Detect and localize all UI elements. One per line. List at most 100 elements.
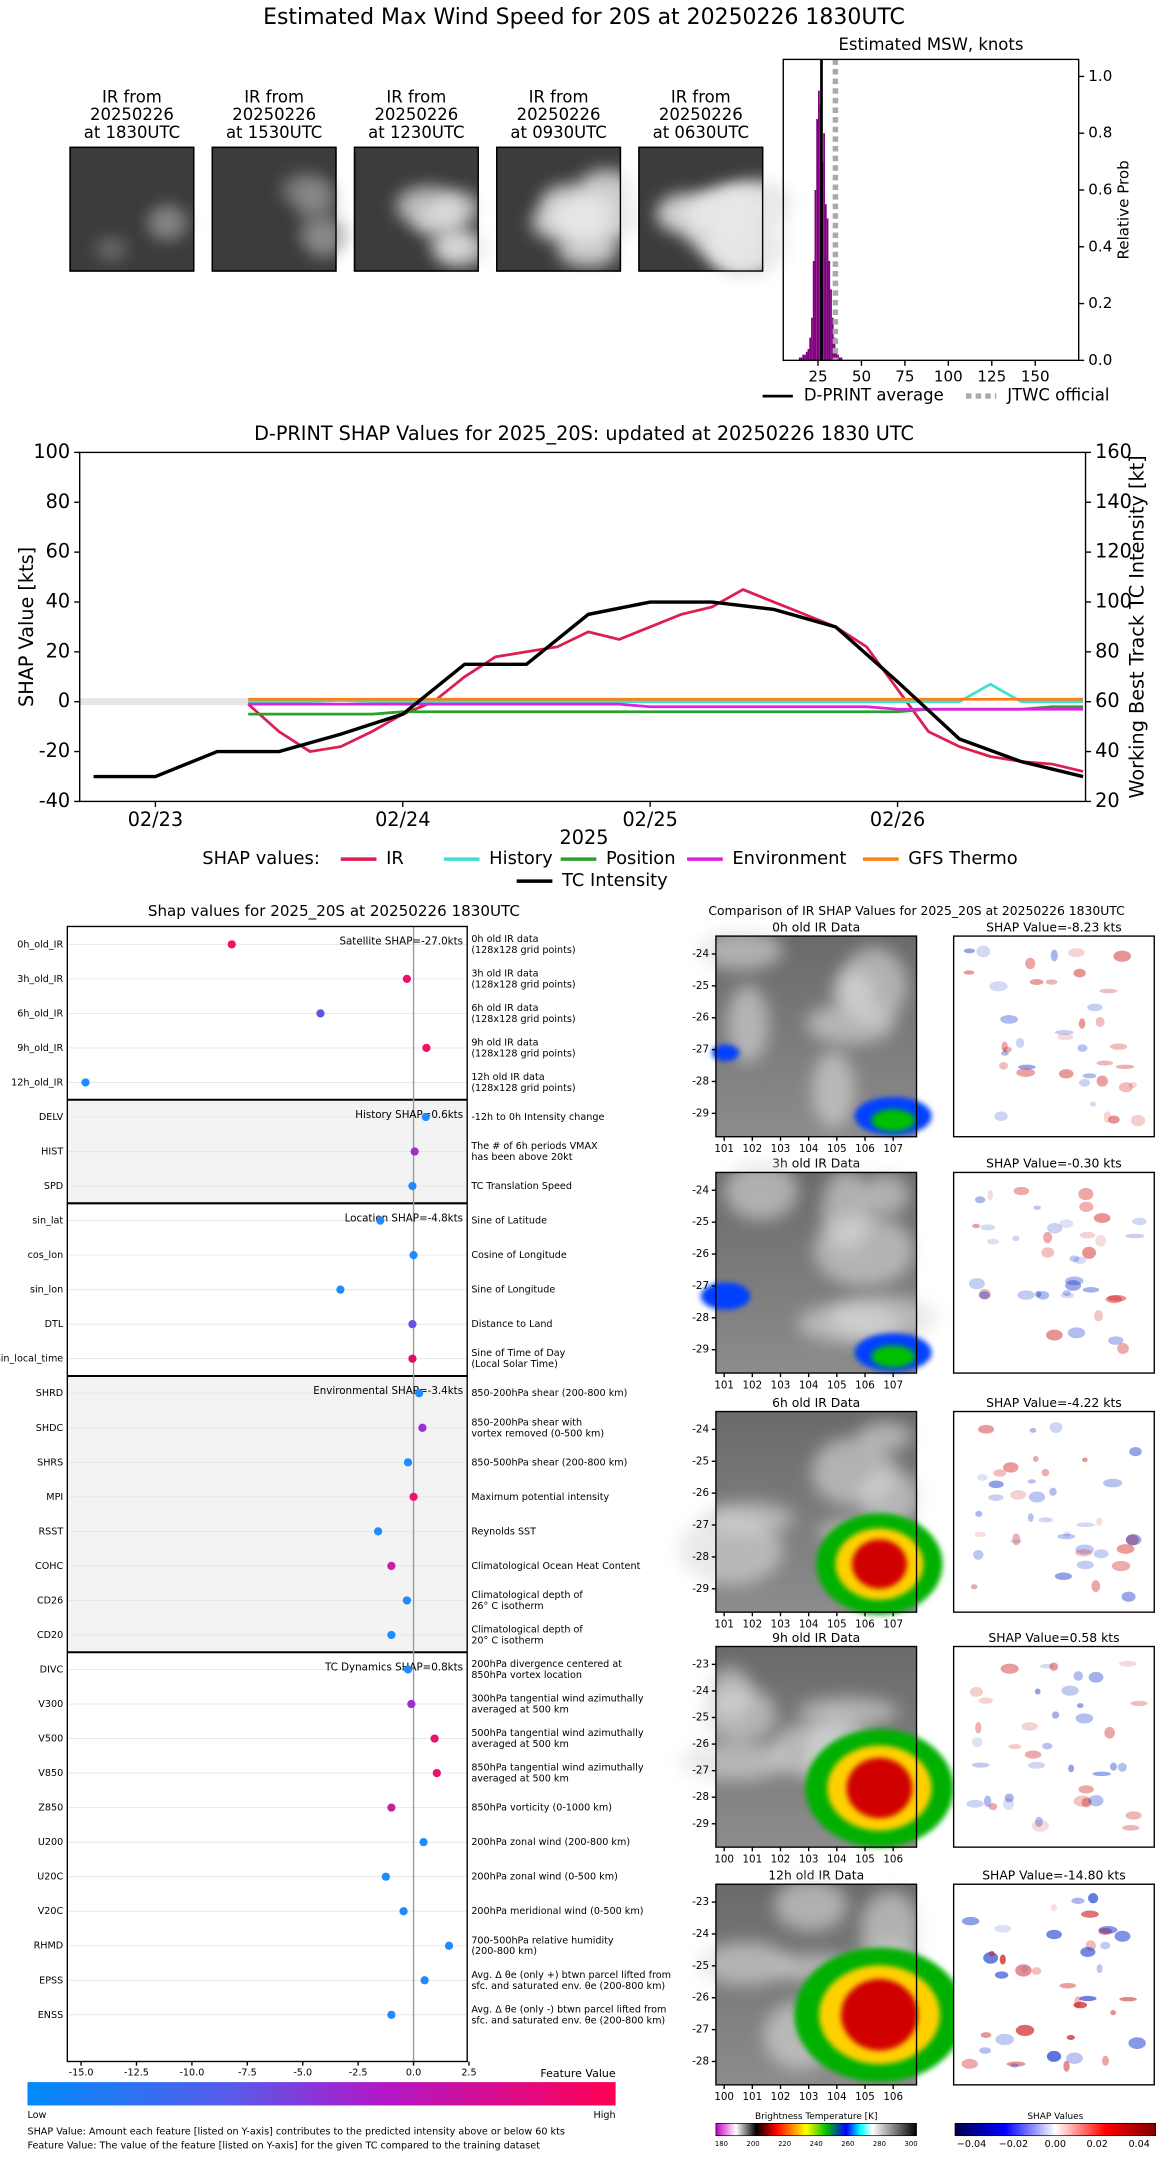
shap-blob [988, 1480, 1004, 1489]
shap-blob [975, 1721, 982, 1734]
x-tick-label: 25 [808, 367, 827, 385]
shap-blob [1062, 1290, 1071, 1297]
feature-description: Avg. Δ θe (only +) btwn parcel lifted fr… [471, 1970, 671, 1981]
feature-description: 26° C isotherm [471, 1601, 543, 1612]
shap-blob [1000, 1663, 1019, 1674]
feature-label: sin_lon [30, 1285, 63, 1296]
shap-point [402, 974, 412, 983]
feature-description: (128x128 grid points) [471, 1014, 575, 1025]
shap-blob [1088, 1795, 1104, 1807]
feature-label: sin_local_time [0, 1354, 63, 1365]
shap-title: SHAP Value=-4.22 kts [986, 1396, 1122, 1410]
feature-label: V20C [38, 1906, 64, 1917]
feature-label: MPI [46, 1492, 63, 1503]
feature-description: vortex removed (0-500 km) [471, 1428, 604, 1439]
series-line [247, 588, 1084, 773]
shap-blob [1065, 1276, 1084, 1286]
shap-blob [1063, 1531, 1071, 1537]
ir-title: 9h old IR Data [772, 1631, 860, 1645]
shap-blob [1075, 1544, 1094, 1555]
feature-label: 9h_old_IR [17, 1043, 63, 1054]
chart-title: Shap values for 2025_20S at 20250226 183… [148, 902, 520, 921]
feature-description: Climatological depth of [471, 1624, 583, 1635]
shap-blob [1038, 1517, 1053, 1523]
feature-description: 850hPa tangential wind azimuthally [471, 1763, 644, 1774]
shap-blob [994, 1111, 1008, 1122]
y-tick-label: 80 [46, 490, 70, 513]
y2-tick-label: 60 [1095, 689, 1119, 712]
x-tick-label: 02/25 [622, 808, 677, 831]
shap-blob [1081, 1797, 1092, 1808]
feature-description: Distance to Land [471, 1319, 552, 1330]
shap-blob [1082, 1246, 1097, 1259]
shap-blob [1029, 979, 1044, 986]
shap-blob [987, 1238, 1000, 1245]
shap-blob [970, 1584, 978, 1590]
x-tick-label: -5.0 [293, 2067, 312, 2078]
legend-label: Position [606, 848, 676, 869]
shap-blob [980, 2032, 992, 2038]
shap-blob [1004, 1793, 1014, 1803]
shap-blob [978, 1424, 995, 1434]
shap-blob [1035, 1816, 1043, 1827]
shap-point [387, 2010, 396, 2019]
x-tick-label: 02/23 [128, 808, 183, 831]
x-tick-label: 02/24 [375, 808, 430, 831]
shap-blob [1073, 2001, 1088, 2009]
feature-label: U20C [37, 1872, 63, 1883]
ir-frame [715, 1645, 918, 1848]
lon-tick-label: 104 [827, 1853, 847, 1865]
lon-tick-label: 101 [714, 1619, 734, 1631]
shap-blob [1114, 1930, 1131, 1942]
feature-description: (Local Solar Time) [471, 1359, 558, 1370]
bar [807, 348, 810, 361]
feature-description: averaged at 500 km [471, 1774, 569, 1785]
feature-description: 850hPa vortex location [471, 1670, 582, 1681]
thumb-frame [69, 146, 195, 272]
shap-point [316, 1009, 325, 1018]
x-tick-label: 100 [934, 367, 963, 385]
shap-blob [993, 1469, 1007, 1477]
shap-title: SHAP Value=-8.23 kts [986, 920, 1122, 934]
bar [830, 289, 832, 361]
shap-blob [1051, 1711, 1060, 1719]
shap-blob [1067, 1327, 1086, 1339]
bar [805, 351, 808, 361]
shap-blob [1065, 1280, 1082, 1291]
shap-blob [1010, 1490, 1027, 1500]
shap-point [409, 1250, 418, 1260]
feature-label: DELV [39, 1112, 64, 1123]
lon-tick-label: 105 [855, 1853, 875, 1865]
feature-description: -12h to 0h Intensity change [471, 1112, 604, 1123]
feature-description: 850hPa vorticity (0-1000 km) [471, 1803, 612, 1814]
colorbar-tick-label: 300 [904, 2140, 917, 2148]
shap-blob [1059, 1219, 1074, 1229]
feature-description: sfc. and saturated env. θe (200-800 km) [471, 2015, 665, 2026]
shap-blob [1060, 1292, 1074, 1299]
y-tick-label: 60 [46, 540, 70, 563]
cloud [862, 1173, 909, 1216]
legend-label: TC Intensity [561, 870, 668, 891]
feature-description: 850-200hPa shear with [471, 1417, 582, 1428]
feature-description: Sine of Latitude [471, 1216, 547, 1227]
shap-blob [1057, 1033, 1074, 1041]
shap-blob [1125, 1534, 1142, 1546]
cloud [700, 1502, 794, 1535]
convection [851, 1539, 907, 1589]
shap-blob [1050, 1903, 1057, 1912]
feature-label: SPD [44, 1181, 63, 1192]
feature-description: 850-200hPa shear (200-800 km) [471, 1388, 627, 1399]
colorbar-tick-label: −0.02 [999, 2139, 1028, 2150]
shap-blob [1096, 1517, 1103, 1526]
lon-tick-label: 103 [771, 1379, 791, 1391]
shap-blob [1049, 1662, 1059, 1671]
shap-point [403, 1458, 413, 1467]
cloud [147, 207, 189, 239]
page-title: Estimated Max Wind Speed for 20S at 2025… [263, 5, 905, 30]
shap-blob [1129, 1446, 1142, 1457]
shap-blob [1103, 1478, 1123, 1488]
shap-blob [1054, 1030, 1074, 1035]
shap-blob [966, 1799, 984, 1808]
y-axis-label: SHAP Value [kts] [15, 547, 38, 707]
